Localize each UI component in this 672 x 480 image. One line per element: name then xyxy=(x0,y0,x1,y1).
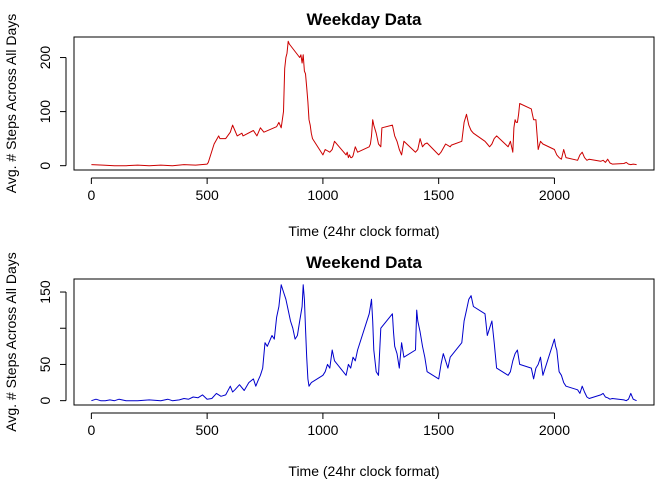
weekday-y-tick-label: 0 xyxy=(37,162,53,170)
weekday-y-axis: 0 100 200 xyxy=(37,46,67,170)
weekday-y-tick-label: 100 xyxy=(37,100,53,124)
weekday-panel: Weekday Data 0 500 1000 1500 2000 0 100 200 Ti… xyxy=(3,10,655,239)
weekday-y-axis-label: Avg. # Steps Across All Days xyxy=(3,14,19,194)
weekend-y-axis-label: Avg. # Steps Across All Days xyxy=(3,252,19,432)
weekend-panel: Weekend Data 0 500 1000 1500 2000 0 50 150 Tim… xyxy=(3,252,655,479)
weekend-x-tick-label: 500 xyxy=(195,422,219,438)
weekend-x-tick-label: 1500 xyxy=(423,422,454,438)
weekday-x-axis-label: Time (24hr clock format) xyxy=(288,223,439,239)
weekend-y-tick-label: 150 xyxy=(37,280,53,304)
weekday-x-axis: 0 500 1000 1500 2000 xyxy=(87,177,570,203)
weekend-plot-frame xyxy=(73,278,655,406)
weekday-plot-area xyxy=(91,40,637,167)
weekday-series-line xyxy=(91,40,637,167)
weekday-y-tick-label: 200 xyxy=(37,46,53,70)
weekday-x-tick-label: 2000 xyxy=(539,187,570,203)
weekend-plot-area xyxy=(91,284,637,402)
weekend-title: Weekend Data xyxy=(306,253,422,272)
weekend-x-tick-label: 1000 xyxy=(307,422,338,438)
weekend-y-axis: 0 50 150 xyxy=(37,280,67,405)
weekend-y-tick-label: 50 xyxy=(37,356,53,372)
weekend-x-tick-label: 2000 xyxy=(539,422,570,438)
weekend-x-axis-label: Time (24hr clock format) xyxy=(288,463,439,479)
weekday-x-tick-label: 500 xyxy=(195,187,219,203)
weekend-y-tick-label: 0 xyxy=(37,397,53,405)
weekday-plot-frame xyxy=(73,36,655,171)
weekday-x-tick-label: 1000 xyxy=(307,187,338,203)
weekday-title: Weekday Data xyxy=(307,10,423,29)
weekend-series-line xyxy=(91,284,637,402)
weekend-x-axis: 0 500 1000 1500 2000 xyxy=(87,412,570,438)
weekend-x-tick-label: 0 xyxy=(87,422,95,438)
weekday-x-tick-label: 0 xyxy=(87,187,95,203)
weekday-x-tick-label: 1500 xyxy=(423,187,454,203)
